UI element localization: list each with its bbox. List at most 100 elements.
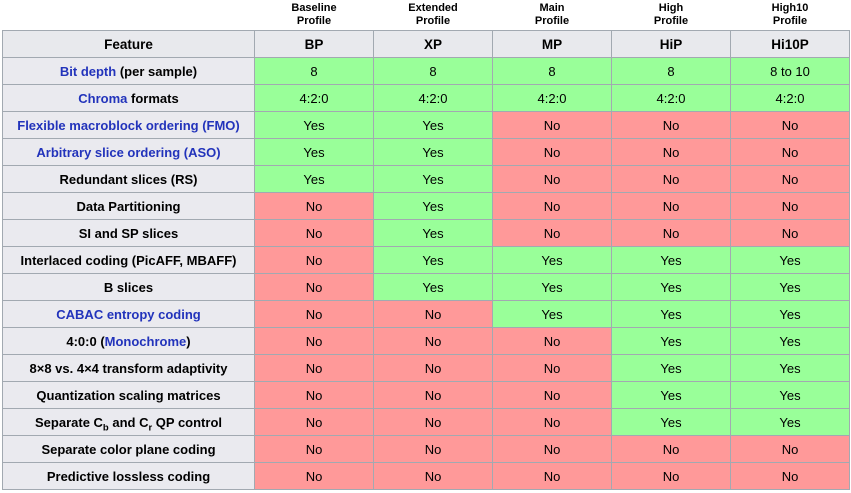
value-cell: No — [611, 435, 731, 463]
value-cell: Yes — [492, 246, 612, 274]
value-cell: No — [492, 354, 612, 382]
value-cell: No — [492, 408, 612, 436]
profile-name-line: Main — [539, 2, 565, 14]
value-cell: No — [492, 462, 612, 490]
table-row: Flexible macroblock ordering (FMO) Yes Ye… — [2, 111, 850, 139]
value-cell: No — [730, 435, 850, 463]
value-cell: No — [611, 138, 731, 166]
profile-name-extended: Extended Profile — [373, 0, 493, 31]
value-cell: No — [730, 111, 850, 139]
value-cell: Yes — [730, 273, 850, 301]
feature-label: Flexible macroblock ordering (FMO) — [2, 111, 255, 139]
profile-name-line: Profile — [296, 15, 332, 27]
table-row: 4:0:0 (Monochrome) No No No Yes Yes — [2, 327, 850, 355]
value-cell: Yes — [730, 381, 850, 409]
table-row: Data Partitioning No Yes No No No — [2, 192, 850, 220]
feature-label-text: Separate color plane coding — [41, 441, 216, 457]
value-cell: No — [492, 435, 612, 463]
table-row: Separate Cb and Cr QP control No No No Yes Y… — [2, 408, 850, 436]
feature-label: Interlaced coding (PicAFF, MBAFF) — [2, 246, 255, 274]
feature-label-text: SI and SP slices — [78, 225, 179, 241]
feature-label-text: 8×8 vs. 4×4 transform adaptivity — [29, 360, 228, 376]
feature-label-text: (per sample) — [116, 63, 198, 79]
value-cell: No — [373, 381, 493, 409]
value-cell: No — [373, 327, 493, 355]
value-cell: 4:2:0 — [373, 84, 493, 112]
value-cell: No — [254, 246, 374, 274]
profile-name-line: Extended — [408, 2, 458, 14]
feature-label-text: Quantization scaling matrices — [36, 387, 221, 403]
feature-label-text: Separate C — [35, 414, 103, 430]
value-cell: 4:2:0 — [254, 84, 374, 112]
value-cell: 8 — [611, 57, 731, 85]
feature-label-text: and C — [108, 414, 149, 430]
column-header-bp: BP — [254, 30, 374, 58]
value-cell: Yes — [492, 273, 612, 301]
profile-name-line: Profile — [772, 15, 808, 27]
column-header-hi10p: Hi10P — [730, 30, 850, 58]
value-cell: Yes — [492, 300, 612, 328]
value-cell: No — [730, 219, 850, 247]
table-row: Separate color plane coding No No No No No — [2, 435, 850, 463]
value-cell: No — [730, 165, 850, 193]
value-cell: Yes — [373, 273, 493, 301]
value-cell: No — [492, 138, 612, 166]
feature-label: Chroma formats — [2, 84, 255, 112]
table-row: SI and SP slices No Yes No No No — [2, 219, 850, 247]
value-cell: No — [373, 462, 493, 490]
wiki-link[interactable]: Arbitrary slice ordering (ASO) — [36, 144, 221, 160]
feature-label: Separate Cb and Cr QP control — [2, 408, 255, 436]
column-header-mp: MP — [492, 30, 612, 58]
value-cell: No — [492, 192, 612, 220]
table-row: B slices No Yes Yes Yes Yes — [2, 273, 850, 301]
profile-name-line: Baseline — [291, 2, 337, 14]
value-cell: No — [254, 219, 374, 247]
wiki-link[interactable]: Monochrome — [104, 333, 187, 349]
table-row: Chroma formats 4:2:0 4:2:0 4:2:0 4:2:0 4:2:0 — [2, 84, 850, 112]
value-cell: No — [492, 165, 612, 193]
table-row: Quantization scaling matrices No No No Yes Y… — [2, 381, 850, 409]
table-row: Redundant slices (RS) Yes Yes No No No — [2, 165, 850, 193]
profile-name-line: Profile — [534, 15, 570, 27]
profile-name-high: High Profile — [611, 0, 731, 31]
feature-label: Predictive lossless coding — [2, 462, 255, 490]
value-cell: Yes — [254, 165, 374, 193]
wiki-link[interactable]: Flexible macroblock ordering (FMO) — [17, 117, 240, 133]
value-cell: Yes — [254, 111, 374, 139]
value-cell: No — [254, 327, 374, 355]
value-cell: Yes — [611, 408, 731, 436]
feature-label: Redundant slices (RS) — [2, 165, 255, 193]
value-cell: No — [611, 219, 731, 247]
value-cell: 8 — [373, 57, 493, 85]
feature-label-text: B slices — [103, 279, 154, 295]
value-cell: No — [611, 165, 731, 193]
feature-label: Separate color plane coding — [2, 435, 255, 463]
value-cell: Yes — [611, 300, 731, 328]
wiki-link[interactable]: Chroma — [78, 90, 128, 106]
value-cell: 4:2:0 — [611, 84, 731, 112]
table-row: CABAC entropy coding No No Yes Yes Yes — [2, 300, 850, 328]
wiki-link[interactable]: Bit depth — [59, 63, 117, 79]
table-row: Interlaced coding (PicAFF, MBAFF) No Yes Y… — [2, 246, 850, 274]
feature-label: Bit depth (per sample) — [2, 57, 255, 85]
value-cell: 4:2:0 — [492, 84, 612, 112]
value-cell: Yes — [730, 354, 850, 382]
feature-label-text: ) — [186, 333, 191, 349]
value-cell: Yes — [373, 192, 493, 220]
value-cell: No — [254, 354, 374, 382]
feature-label-text: QP control — [152, 414, 222, 430]
profile-name-main: Main Profile — [492, 0, 612, 31]
value-cell: No — [373, 408, 493, 436]
value-cell: No — [254, 273, 374, 301]
value-cell: No — [492, 327, 612, 355]
subscript-text: r — [148, 422, 153, 434]
value-cell: No — [730, 192, 850, 220]
value-cell: No — [611, 111, 731, 139]
feature-label: 4:0:0 (Monochrome) — [2, 327, 255, 355]
value-cell: No — [492, 381, 612, 409]
feature-label-text: 4:0:0 ( — [66, 333, 105, 349]
value-cell: 8 — [254, 57, 374, 85]
wiki-link[interactable]: CABAC entropy coding — [56, 306, 201, 322]
value-cell: Yes — [611, 354, 731, 382]
